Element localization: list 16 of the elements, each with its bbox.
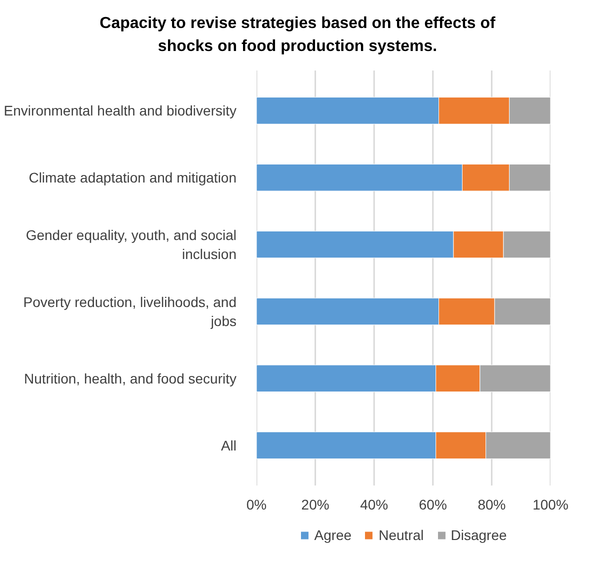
x-tick-label: 80% [478,496,506,512]
x-tick-label: 60% [418,496,447,512]
y-tick-label: Gender equality, youth, and social inclusion [26,226,237,262]
legend-label: Disagree [450,527,507,543]
y-tick-label: Climate adaptation and mitigation [28,170,237,186]
y-tick-label: Environmental health and biodiversity [4,102,237,119]
legend-label: Neutral [378,527,424,543]
chart-title: Capacity to revise strategies based on the effects of shocks on food production systems. [100,14,496,57]
y-tick-label: All [220,437,237,454]
y-tick-label: Nutrition, health, and food security [24,370,237,386]
x-tick-label: 40% [360,496,388,512]
legend-label: Agree [314,527,352,543]
y-tick-label: Poverty reduction, livelihoods, and jobs [23,294,237,330]
x-tick-label: 20% [301,496,330,512]
x-tick-label: 100% [532,496,568,512]
x-tick-label: 0% [246,496,267,512]
